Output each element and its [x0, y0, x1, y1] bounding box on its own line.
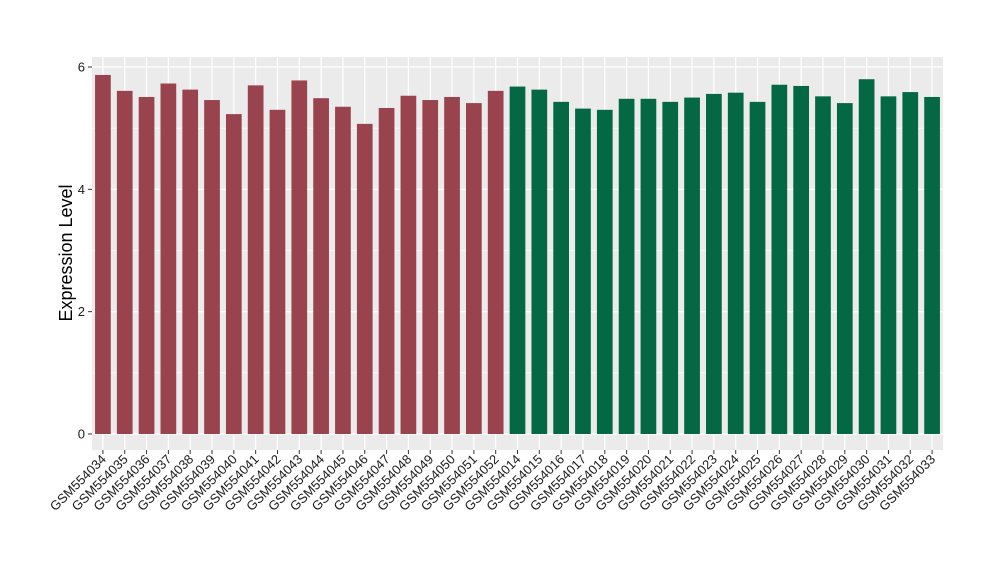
bar-series: [95, 74, 940, 435]
y-tick-label: 0: [78, 427, 85, 442]
bar: [160, 83, 177, 434]
bar: [793, 85, 810, 435]
bar: [815, 96, 831, 435]
y-tick-label: 2: [78, 304, 85, 319]
bar: [662, 101, 679, 435]
bar: [378, 107, 395, 434]
bar: [466, 103, 482, 434]
bar: [836, 103, 853, 434]
bar: [902, 92, 919, 434]
bar: [771, 84, 788, 435]
bar: [356, 123, 373, 434]
bar: [182, 89, 199, 434]
bar: [575, 108, 591, 434]
bar: [138, 96, 155, 434]
bar: [706, 93, 722, 434]
bar: [225, 114, 242, 434]
bar: [640, 98, 657, 434]
y-axis-title: Expression Level: [56, 184, 76, 321]
bar: [95, 74, 111, 434]
bar: [618, 98, 635, 434]
bar: [444, 96, 460, 434]
bar: [924, 96, 940, 434]
bar: [291, 80, 308, 435]
y-tick-label: 6: [78, 60, 85, 75]
bar: [684, 97, 700, 434]
bar: [858, 79, 875, 434]
bar: [422, 100, 439, 434]
bar: [509, 86, 526, 434]
y-axis: 0 2 4 6: [78, 60, 92, 442]
x-axis: GSM554034GSM554035GSM554036GSM554037GSM5…: [47, 450, 938, 514]
bar: [400, 95, 417, 434]
bar: [204, 100, 220, 434]
bar: [880, 96, 897, 435]
bar: [269, 109, 286, 434]
bar: [553, 101, 569, 435]
bar: [247, 85, 264, 434]
bar: [596, 109, 613, 434]
bar: [487, 90, 504, 435]
bar: [313, 98, 329, 434]
bar: [116, 90, 133, 435]
bar: [749, 101, 766, 435]
bar: [335, 106, 351, 434]
y-tick-label: 4: [78, 182, 85, 197]
bar: [531, 89, 548, 434]
bar: [727, 92, 744, 434]
